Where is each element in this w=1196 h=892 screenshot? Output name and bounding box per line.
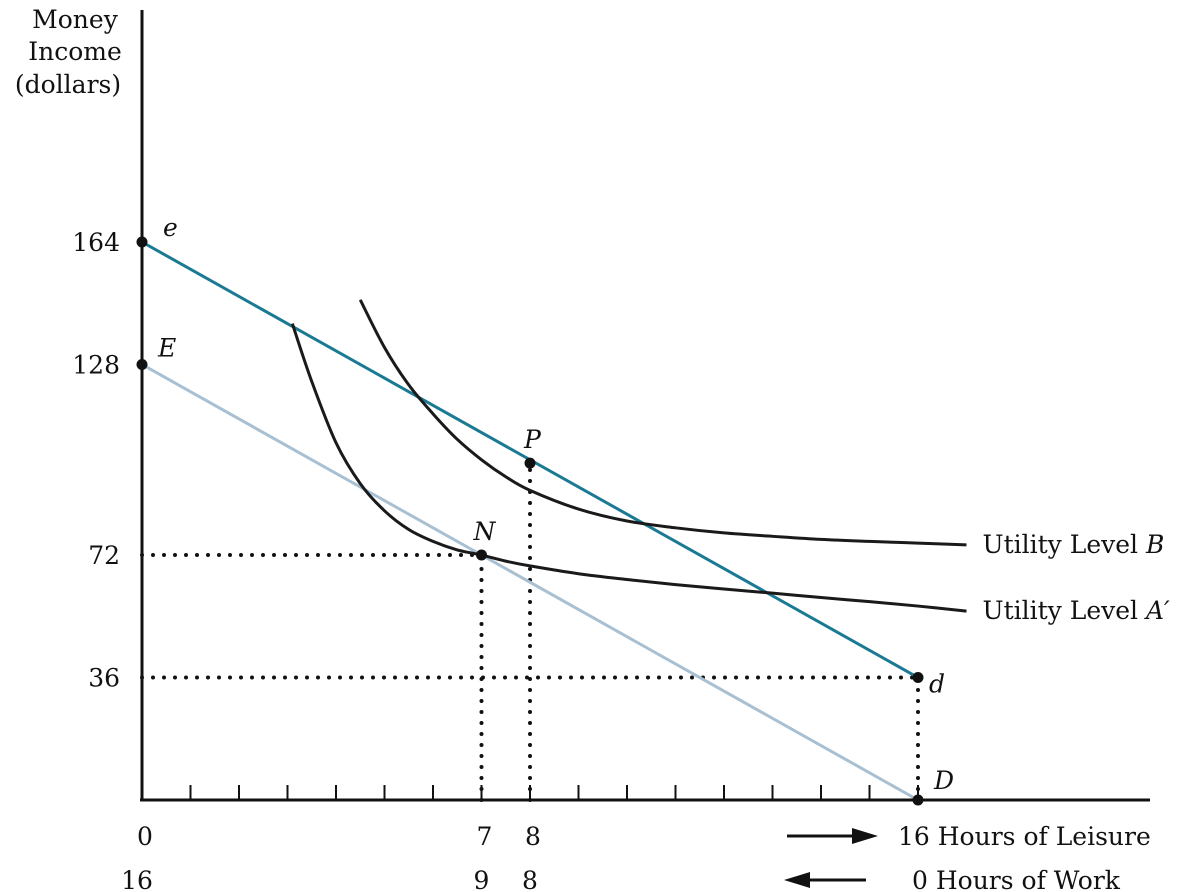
curve-label-utility-level-a: Utility Level A′	[983, 596, 1171, 625]
guide-lines	[140, 461, 920, 802]
point-upper-e	[136, 358, 148, 370]
x-tick-label-work-7: 9	[474, 866, 490, 892]
arrow-right-icon	[787, 828, 878, 844]
arrow-left-icon	[784, 872, 866, 888]
x-tick-label-work-0: 16	[121, 866, 153, 892]
x-minor-ticks	[189, 785, 919, 799]
direction-arrows	[784, 828, 878, 888]
x-axis-label-work: 0 Hours of Work	[912, 866, 1121, 892]
labels: Money Income (dollars) 16 Hours of Leisu…	[15, 5, 1151, 892]
point-label-lower-e: e	[163, 213, 178, 242]
point-upper-p	[524, 457, 536, 469]
point-label-upper-n: N	[473, 517, 497, 546]
x-axis-label-leisure: 16 Hours of Leisure	[898, 822, 1151, 851]
point-label-lower-d: d	[929, 670, 945, 699]
point-lower-e	[136, 236, 148, 248]
y-axis-label-line2: Income	[28, 37, 122, 66]
curve-utility-level-a	[290, 323, 967, 613]
indifference-curves: Utility Level B Utility Level A′	[290, 299, 1171, 625]
x-tick-label-leisure-0: 0	[137, 822, 153, 851]
point-label-upper-p: P	[523, 425, 542, 454]
point-upper-n	[476, 549, 487, 561]
x-tick-label-leisure-8: 8	[525, 822, 541, 851]
marked-points	[136, 236, 924, 806]
y-axis-label-line1: Money	[32, 5, 119, 34]
y-tick-label-128: 128	[72, 350, 120, 379]
point-upper-d	[912, 794, 924, 806]
point-label-upper-e: E	[157, 333, 176, 362]
curve-label-utility-level-b: Utility Level B	[983, 530, 1165, 559]
budget-lines	[141, 240, 919, 802]
x-tick-label-work-8: 8	[522, 866, 538, 892]
budget-line-upper-e-upper-d	[141, 363, 919, 802]
curve-utility-level-b	[358, 299, 967, 547]
y-tick-label-36: 36	[88, 664, 120, 693]
point-lower-d	[912, 672, 924, 684]
x-tick-label-leisure-7: 7	[477, 822, 493, 851]
y-axis-label-line3: (dollars)	[15, 70, 121, 99]
axes	[140, 10, 1150, 802]
y-tick-label-72: 72	[88, 541, 120, 570]
y-tick-label-164: 164	[72, 228, 120, 257]
point-label-upper-d: D	[933, 766, 954, 795]
